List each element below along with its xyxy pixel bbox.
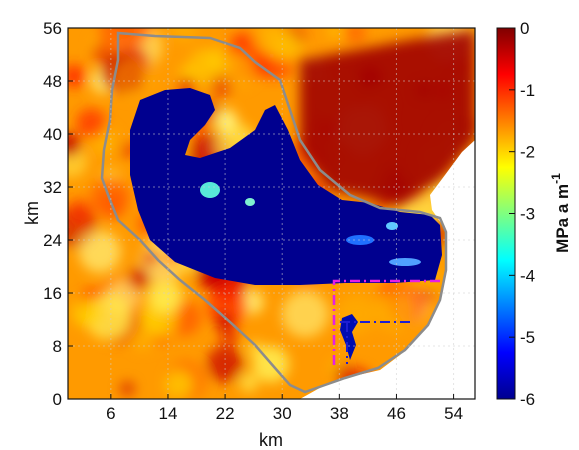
y-axis-label: km <box>22 201 42 225</box>
texture-blob <box>281 290 329 338</box>
y-tick-label: 24 <box>43 231 62 250</box>
colorbar-tick-label: -5 <box>520 328 535 347</box>
cyan-patch <box>200 182 220 198</box>
texture-blob <box>131 328 154 351</box>
y-tick-label: 8 <box>53 337 62 356</box>
blue-spot <box>340 314 358 360</box>
texture-blob <box>128 266 151 290</box>
colorbar-tick-label: -4 <box>520 266 535 285</box>
x-tick-label: 14 <box>159 404 178 423</box>
texture-blob <box>76 108 106 139</box>
colorbar-tick-label: -2 <box>520 143 535 162</box>
colorbar-tick-label: -1 <box>520 81 535 100</box>
y-axis-ticks: 0 8 16 24 32 40 48 56 <box>43 19 73 409</box>
plot-frame <box>67 27 476 400</box>
colorbar-tick-label: -6 <box>520 390 535 409</box>
x-tick-label: 38 <box>330 404 349 423</box>
texture-blob <box>328 28 341 38</box>
x-tick-label: 22 <box>216 404 235 423</box>
texture-blob <box>373 290 415 332</box>
texture-blob <box>78 230 121 273</box>
y-tick-label: 0 <box>53 390 62 409</box>
cyan-patch <box>245 198 255 206</box>
texture-blob <box>68 64 86 89</box>
texture-blob <box>214 109 238 133</box>
x-tick-label: 30 <box>273 404 292 423</box>
cyan-patch <box>389 258 421 266</box>
texture-blob <box>112 56 154 99</box>
x-axis-label: km <box>259 430 283 450</box>
texture-blob <box>253 28 286 55</box>
high-value-zone <box>300 30 475 205</box>
texture-blob <box>142 249 160 267</box>
inset-box-blue <box>340 321 412 364</box>
texture-blob <box>90 176 130 216</box>
y-tick-label: 32 <box>43 178 62 197</box>
y-tick-label: 16 <box>43 284 62 303</box>
texture-blob <box>247 341 264 358</box>
colorbar-tick-label: 0 <box>520 19 529 38</box>
colorbar-tick-label: -3 <box>520 205 535 224</box>
texture-blob <box>148 278 184 314</box>
heatmap-field <box>68 28 475 399</box>
texture-blob <box>164 370 193 399</box>
svg-text:MPa a m-1: MPa a m-1 <box>549 173 572 253</box>
texture-blob <box>179 65 196 82</box>
colorbar-ticks: 0 -1 -2 -3 -4 -5 -6 <box>509 19 535 409</box>
y-tick-label: 48 <box>43 72 62 91</box>
x-tick-label: 6 <box>106 404 115 423</box>
x-tick-label: 46 <box>387 404 406 423</box>
texture-blob <box>72 297 102 328</box>
inset-box-magenta <box>332 279 444 365</box>
x-axis-ticks: 6 14 22 30 38 46 54 <box>106 394 463 423</box>
texture-blob <box>68 198 94 227</box>
texture-blob <box>188 48 225 86</box>
grid-lines <box>68 28 475 399</box>
texture-blob <box>239 373 259 392</box>
colorbar-label: MPa a m-1 <box>549 173 572 253</box>
y-tick-label: 56 <box>43 19 62 38</box>
cyan-patch <box>386 222 398 230</box>
texture-blob <box>219 326 239 346</box>
texture-blob <box>222 54 256 88</box>
texture-blob <box>215 312 234 331</box>
texture-blob <box>119 381 135 397</box>
y-tick-label: 40 <box>43 125 62 144</box>
texture-blob <box>68 133 81 157</box>
texture-blob <box>169 28 198 43</box>
no-data-area <box>300 140 475 399</box>
texture-blob <box>345 28 367 44</box>
x-tick-label: 54 <box>444 404 463 423</box>
